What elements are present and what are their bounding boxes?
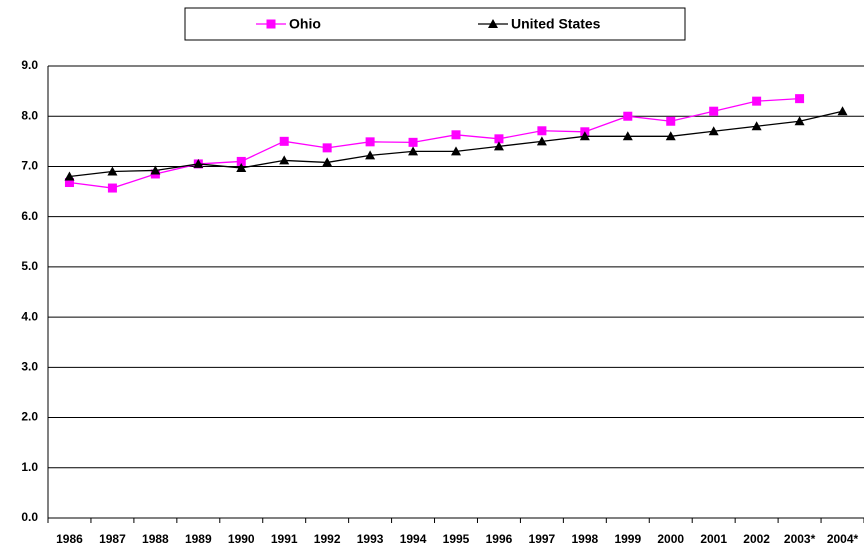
marker: [623, 111, 633, 121]
x-tick-label: 1999: [614, 532, 641, 546]
x-tick-label: 1995: [443, 532, 470, 546]
marker: [322, 143, 332, 153]
x-tick-label: 2003*: [784, 532, 816, 546]
x-tick-label: 2000: [657, 532, 684, 546]
marker: [708, 126, 719, 136]
marker: [493, 141, 504, 151]
y-tick-label: 6.0: [21, 209, 38, 223]
y-tick-label: 9.0: [21, 58, 38, 72]
marker: [107, 166, 118, 176]
x-tick-label: 2001: [700, 532, 727, 546]
x-tick-label: 1989: [185, 532, 212, 546]
x-tick-label: 1992: [314, 532, 341, 546]
marker: [64, 178, 74, 188]
x-tick-label: 1996: [486, 532, 513, 546]
x-tick-label: 1994: [400, 532, 427, 546]
x-tick-label: 1991: [271, 532, 298, 546]
marker: [408, 137, 418, 147]
series-line: [69, 97, 800, 189]
legend-label: United States: [511, 16, 601, 32]
x-tick-label: 1988: [142, 532, 169, 546]
marker: [795, 94, 805, 104]
marker: [279, 155, 290, 165]
x-tick-label: 1998: [571, 532, 598, 546]
marker: [451, 146, 461, 156]
marker: [579, 131, 590, 141]
y-tick-label: 3.0: [21, 360, 38, 374]
marker: [236, 156, 246, 166]
marker: [752, 96, 762, 106]
marker: [64, 171, 75, 181]
y-tick-label: 5.0: [21, 259, 38, 273]
x-tick-label: 1993: [357, 532, 384, 546]
marker: [193, 158, 204, 168]
x-tick-label: 2002: [743, 532, 770, 546]
y-tick-label: 7.0: [21, 159, 38, 173]
marker: [236, 162, 247, 172]
y-tick-label: 4.0: [21, 309, 38, 323]
marker: [537, 126, 547, 136]
marker: [709, 106, 719, 116]
marker: [107, 183, 117, 193]
marker: [494, 134, 504, 144]
marker: [536, 136, 547, 146]
x-tick-label: 1987: [99, 532, 126, 546]
marker: [666, 116, 676, 126]
y-tick-label: 8.0: [21, 108, 38, 122]
x-tick-label: 1986: [56, 532, 83, 546]
marker: [622, 131, 633, 141]
marker: [322, 157, 333, 167]
x-tick-label: 2004*: [827, 532, 859, 546]
x-tick-label: 1997: [529, 532, 556, 546]
marker: [488, 19, 498, 28]
y-tick-label: 1.0: [21, 460, 38, 474]
legend-label: Ohio: [289, 16, 321, 32]
marker: [365, 137, 375, 147]
marker: [794, 116, 805, 126]
marker: [751, 121, 762, 131]
marker: [837, 106, 848, 116]
x-tick-label: 1990: [228, 532, 255, 546]
marker: [279, 136, 289, 146]
y-tick-label: 0.0: [21, 510, 38, 524]
marker: [365, 150, 376, 160]
marker: [451, 130, 461, 140]
marker: [665, 131, 676, 141]
marker: [266, 19, 276, 29]
marker: [408, 146, 419, 156]
y-tick-label: 2.0: [21, 410, 38, 424]
marker: [150, 165, 161, 175]
